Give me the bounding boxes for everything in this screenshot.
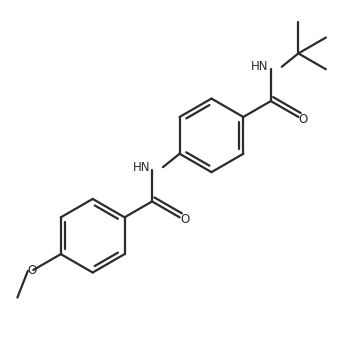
Text: HN: HN: [251, 60, 269, 73]
Text: O: O: [28, 264, 37, 276]
Text: HN: HN: [132, 161, 150, 174]
Text: O: O: [180, 213, 189, 226]
Text: O: O: [299, 113, 308, 126]
